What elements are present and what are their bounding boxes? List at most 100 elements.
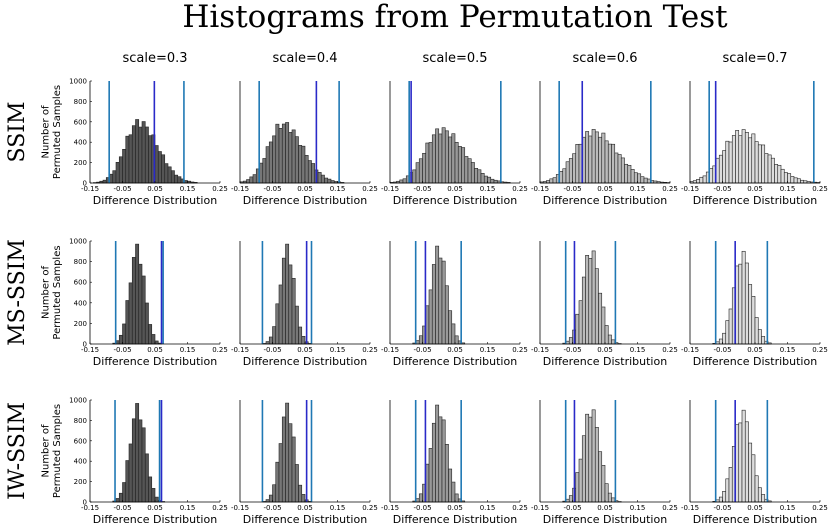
histogram-bar	[431, 422, 436, 503]
histogram-bar	[451, 481, 456, 503]
x-tick-label: -0.05	[713, 346, 731, 354]
histogram-bar	[115, 498, 120, 503]
histogram-bar	[278, 443, 283, 503]
histogram-bar	[601, 465, 606, 503]
histogram-bar	[298, 145, 303, 184]
histogram-bar	[741, 129, 746, 184]
x-tick-label: -0.05	[563, 504, 581, 512]
x-tick-label: 0.15	[630, 504, 646, 512]
histogram-bar	[744, 421, 749, 503]
histogram-bar	[777, 164, 782, 184]
x-tick-label: 0.15	[780, 185, 796, 193]
column-title: scale=0.4	[272, 51, 337, 66]
histogram-bar	[761, 144, 766, 184]
histogram-bar	[431, 264, 436, 345]
y-tick-label: 0	[83, 341, 87, 349]
histogram-bar	[425, 305, 430, 345]
histogram-bar	[144, 126, 149, 184]
histogram-bar	[148, 476, 153, 503]
histogram-bar	[754, 475, 759, 503]
histogram-bar	[307, 160, 312, 184]
histogram-bar	[754, 141, 759, 184]
histogram-bar	[131, 125, 136, 184]
histogram-bar	[118, 492, 123, 503]
histogram-bar	[748, 284, 753, 345]
x-tick-label: 0.05	[147, 185, 163, 193]
histogram-bar	[288, 264, 293, 345]
y-tick-label: 400	[74, 299, 87, 307]
x-tick-label: 0.05	[447, 504, 463, 512]
histogram-bar	[128, 282, 133, 345]
x-axis-label: Difference Distribution	[93, 513, 217, 526]
histogram-bar	[441, 419, 446, 503]
histogram-bar	[751, 296, 756, 345]
histogram-bar	[285, 243, 290, 345]
histogram-bar	[324, 177, 329, 184]
histogram-bar	[428, 448, 433, 503]
y-axis-label-line: Permuted Samples	[52, 404, 63, 498]
x-tick-label: 0.05	[597, 504, 613, 512]
histogram-bar	[585, 255, 590, 345]
histogram-bar	[470, 162, 475, 184]
x-tick-label: 0.05	[297, 504, 313, 512]
histogram-bar	[562, 168, 567, 184]
histogram-bar	[725, 478, 730, 503]
x-tick-label: -0.05	[713, 504, 731, 512]
histogram-bar	[565, 340, 570, 345]
histogram-bar	[115, 340, 120, 345]
y-tick-label: 1000	[69, 238, 87, 246]
histogram-bar	[154, 496, 159, 503]
histogram-bar	[412, 169, 417, 184]
x-axis-label: Difference Distribution	[543, 194, 667, 207]
histogram-bar	[157, 151, 162, 184]
histogram-bar	[291, 278, 296, 345]
histogram-bar	[272, 135, 277, 184]
histogram-bar	[607, 334, 612, 345]
histogram-bar	[601, 306, 606, 345]
figure-title: Histograms from Permutation Test	[182, 0, 728, 35]
x-tick-label: -0.05	[263, 504, 281, 512]
histogram-bar	[451, 133, 456, 184]
histogram-bar	[738, 135, 743, 184]
x-tick-label: 0.25	[512, 346, 528, 354]
histogram-bar	[288, 132, 293, 184]
y-axis-label-line: Permuted Samples	[52, 85, 63, 179]
histogram-panel: -0.15 -0.05 0.05 0.15 0.25 0 200 400 600 800 1000 D…	[69, 78, 228, 208]
histogram-bar	[448, 468, 453, 503]
histogram-bar	[418, 335, 423, 345]
x-tick-label: -0.05	[413, 504, 431, 512]
histogram-bar	[268, 141, 273, 184]
x-axis-label: Difference Distribution	[693, 355, 817, 368]
panel-grid: scale=0.3 scale=0.4 scale=0.5 scale=0.6 scal…	[5, 51, 828, 526]
histogram-bar	[298, 326, 303, 345]
x-tick-label: 0.05	[147, 346, 163, 354]
histogram-bar	[438, 416, 443, 503]
histogram-bar	[461, 147, 466, 184]
x-tick-label: 0.25	[812, 185, 828, 193]
histogram-bar	[435, 245, 440, 345]
histogram-bar	[272, 326, 277, 345]
histogram-bar	[633, 172, 638, 184]
histogram-bar	[122, 482, 127, 503]
histogram-bar	[444, 444, 449, 503]
y-tick-label: 1000	[69, 397, 87, 405]
x-tick-label: -0.15	[231, 346, 249, 354]
x-tick-label: 0.15	[630, 346, 646, 354]
x-axis-label: Difference Distribution	[93, 355, 217, 368]
x-tick-label: -0.05	[713, 185, 731, 193]
histogram-bar	[135, 119, 140, 184]
x-tick-label: -0.15	[681, 346, 699, 354]
histogram-bar	[278, 284, 283, 345]
x-tick-label: 0.25	[212, 185, 228, 193]
histogram-bar	[591, 250, 596, 345]
histogram-bar	[594, 131, 599, 184]
row-label: SSIM	[5, 102, 30, 163]
x-tick-label: 0.15	[330, 346, 346, 354]
histogram-bar	[591, 129, 596, 184]
